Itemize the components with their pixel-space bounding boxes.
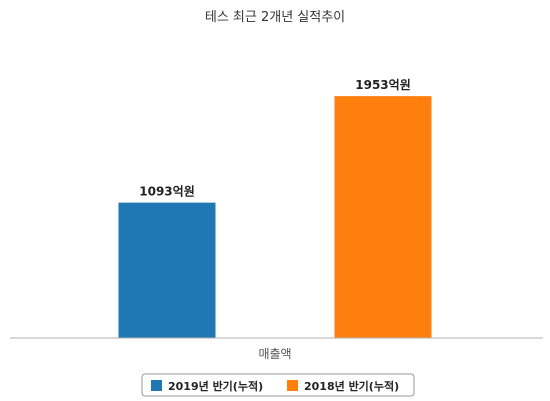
x-category-label: 매출액 xyxy=(258,347,291,361)
chart-title: 테스 최근 2개년 실적추이 xyxy=(205,10,345,25)
bar-series-1 xyxy=(118,202,216,338)
legend-swatch-1 xyxy=(151,380,162,391)
legend-label-2: 2018년 반기(누적) xyxy=(304,379,399,393)
legend-swatch-2 xyxy=(287,380,298,391)
bar-value-label-1: 1093억원 xyxy=(139,185,194,199)
bars-layer: 1093억원 1953억원 xyxy=(118,78,432,338)
chart-legend: 2019년 반기(누적) 2018년 반기(누적) xyxy=(141,373,415,397)
legend-label-1: 2019년 반기(누적) xyxy=(168,379,263,393)
bar-series-2 xyxy=(334,96,432,338)
legend-box xyxy=(141,373,415,397)
bar-value-label-2: 1953억원 xyxy=(355,78,410,92)
legend-items: 2019년 반기(누적) 2018년 반기(누적) xyxy=(151,379,399,393)
